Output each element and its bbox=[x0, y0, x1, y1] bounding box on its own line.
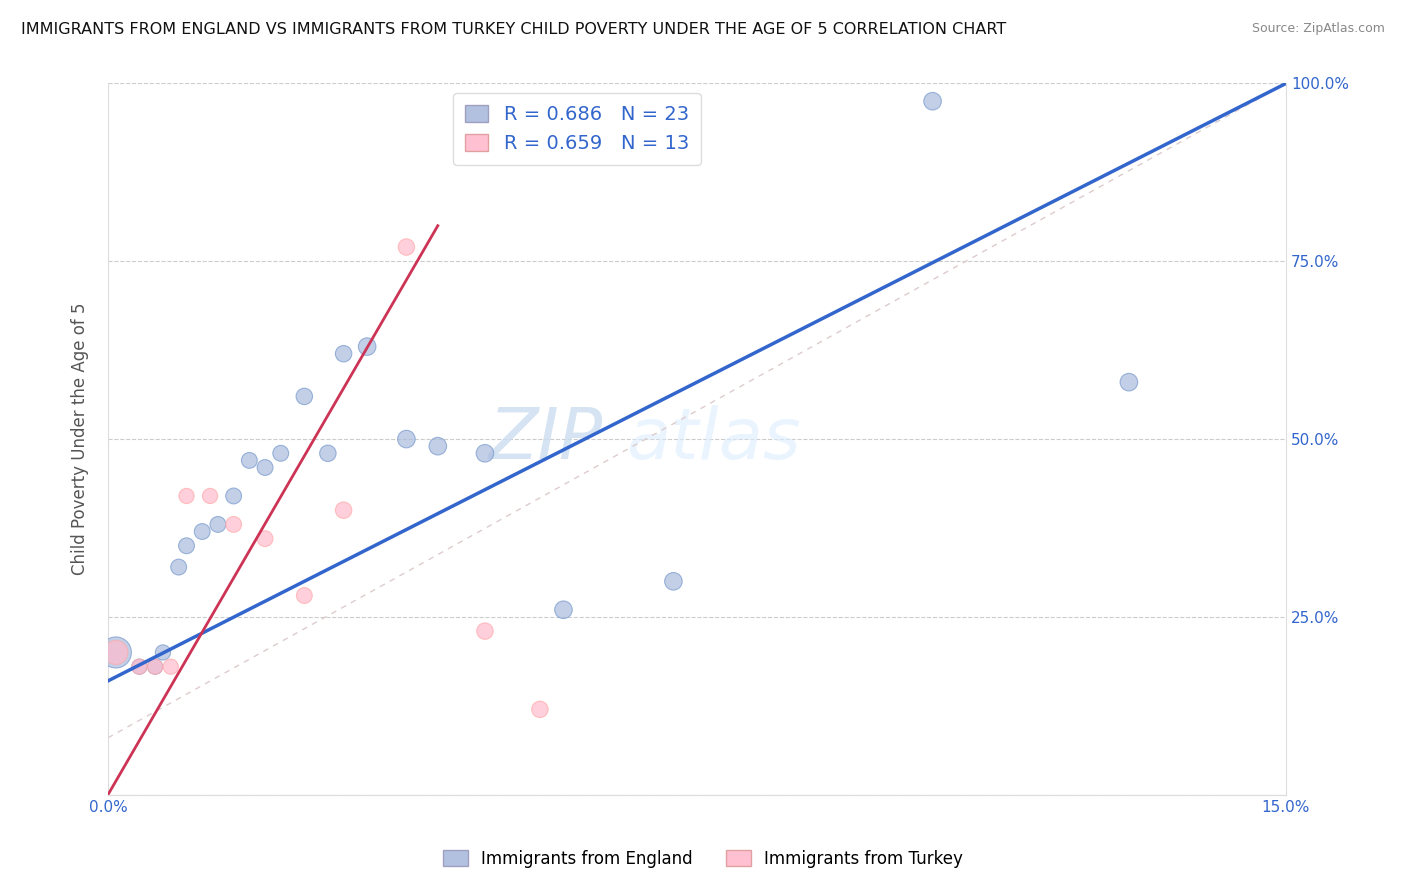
Point bbox=[292, 389, 315, 403]
Point bbox=[152, 645, 174, 659]
Point bbox=[474, 446, 496, 460]
Point bbox=[176, 489, 198, 503]
Text: IMMIGRANTS FROM ENGLAND VS IMMIGRANTS FROM TURKEY CHILD POVERTY UNDER THE AGE OF: IMMIGRANTS FROM ENGLAND VS IMMIGRANTS FR… bbox=[21, 22, 1007, 37]
Point bbox=[356, 340, 378, 354]
Point bbox=[474, 624, 496, 639]
Point bbox=[270, 446, 292, 460]
Point bbox=[222, 489, 245, 503]
Point bbox=[332, 503, 354, 517]
Point bbox=[128, 659, 150, 673]
Point bbox=[426, 439, 449, 453]
Point bbox=[159, 659, 181, 673]
Point bbox=[143, 659, 166, 673]
Point bbox=[191, 524, 214, 539]
Text: ZIP: ZIP bbox=[488, 405, 603, 474]
Point bbox=[143, 659, 166, 673]
Point bbox=[198, 489, 221, 503]
Point bbox=[395, 432, 418, 446]
Point bbox=[176, 539, 198, 553]
Y-axis label: Child Poverty Under the Age of 5: Child Poverty Under the Age of 5 bbox=[72, 302, 89, 575]
Point bbox=[254, 532, 277, 546]
Point bbox=[128, 659, 150, 673]
Point bbox=[921, 94, 943, 108]
Legend: R = 0.686   N = 23, R = 0.659   N = 13: R = 0.686 N = 23, R = 0.659 N = 13 bbox=[453, 93, 702, 165]
Text: atlas: atlas bbox=[626, 405, 801, 474]
Point bbox=[104, 645, 127, 659]
Point bbox=[316, 446, 339, 460]
Point bbox=[553, 603, 575, 617]
Point bbox=[529, 702, 551, 716]
Point bbox=[292, 589, 315, 603]
Point bbox=[254, 460, 277, 475]
Point bbox=[395, 240, 418, 254]
Point bbox=[238, 453, 260, 467]
Point bbox=[207, 517, 229, 532]
Point bbox=[662, 574, 685, 589]
Legend: Immigrants from England, Immigrants from Turkey: Immigrants from England, Immigrants from… bbox=[436, 844, 970, 875]
Text: Source: ZipAtlas.com: Source: ZipAtlas.com bbox=[1251, 22, 1385, 36]
Point bbox=[332, 347, 354, 361]
Point bbox=[167, 560, 190, 574]
Point bbox=[222, 517, 245, 532]
Point bbox=[1118, 375, 1140, 389]
Point bbox=[104, 645, 127, 659]
